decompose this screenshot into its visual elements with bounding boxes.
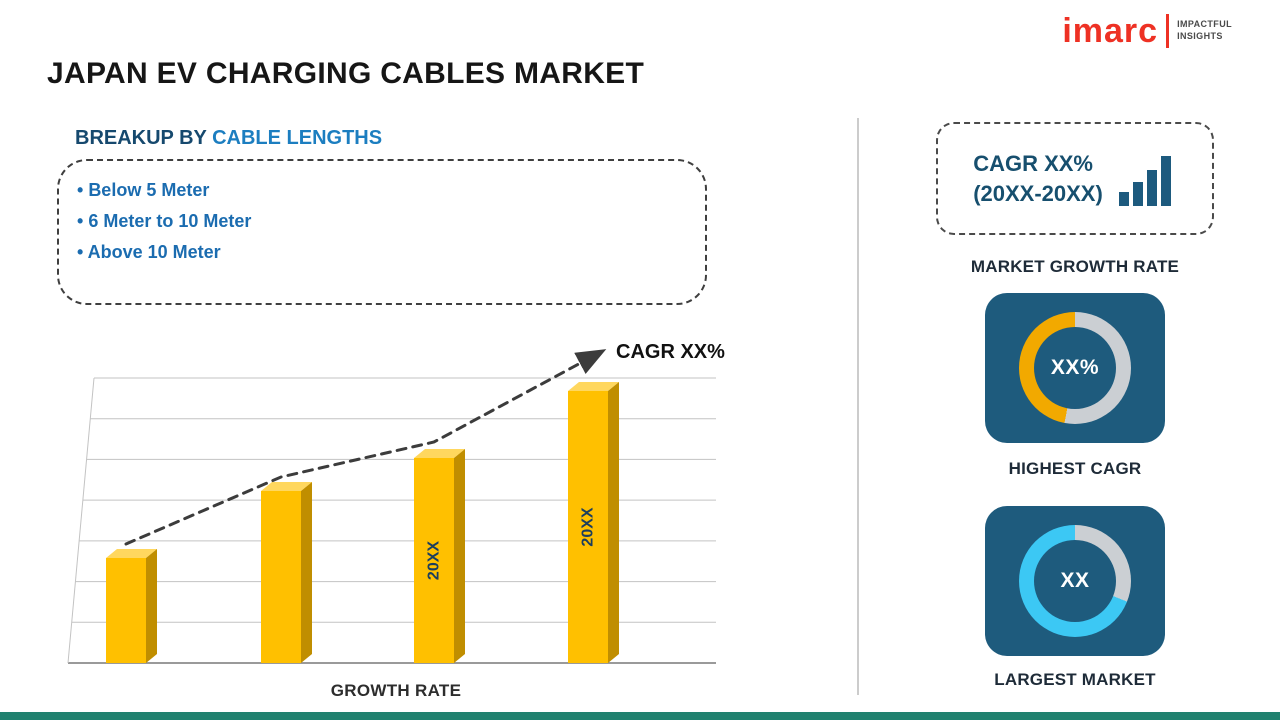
donut-hole xyxy=(1034,540,1116,622)
cagr-trend-label: CAGR XX% xyxy=(616,341,725,363)
highest-cagr-caption: HIGHEST CAGR xyxy=(1008,459,1142,478)
tagline-line1: IMPACTFUL xyxy=(1177,19,1232,30)
section-divider xyxy=(857,118,859,695)
donut-hole xyxy=(1034,327,1116,409)
highest-cagr-value: XX% xyxy=(1050,356,1100,379)
cable-lengths-box: Below 5 Meter 6 Meter to 10 Meter Above … xyxy=(57,159,707,305)
breakup-heading-highlight: CABLE LENGTHS xyxy=(212,127,383,149)
cagr-card-text: CAGR XX% (20XX-20XX) xyxy=(973,149,1103,208)
page-title: JAPAN EV CHARGING CABLES MARKET xyxy=(47,57,645,90)
list-item: Above 10 Meter xyxy=(77,237,705,268)
breakup-heading: BREAKUP BY CABLE LENGTHS xyxy=(75,127,382,150)
svg-text:20XX: 20XX xyxy=(426,541,443,580)
highest-cagr-donut-chart: XX% xyxy=(1019,312,1131,424)
chart-x-axis-label: GROWTH RATE xyxy=(330,681,462,700)
highest-cagr-panel: XX% xyxy=(985,293,1165,443)
imarc-logo-tagline: IMPACTFUL INSIGHTS xyxy=(1177,19,1232,42)
largest-market-value: XX xyxy=(1060,569,1090,592)
market-growth-rate-card: CAGR XX% (20XX-20XX) xyxy=(936,122,1214,235)
breakup-heading-prefix: BREAKUP BY xyxy=(75,127,213,149)
cagr-card-line1: CAGR XX% xyxy=(973,150,1093,176)
cagr-card-line2: (20XX-20XX) xyxy=(973,180,1103,206)
market-growth-rate-caption: MARKET GROWTH RATE xyxy=(970,257,1180,276)
bar-chart-icon xyxy=(1118,155,1171,206)
tagline-line2: INSIGHTS xyxy=(1177,31,1223,41)
largest-market-panel: XX xyxy=(985,506,1165,656)
largest-market-caption: LARGEST MARKET xyxy=(994,670,1156,689)
imarc-logo: imarc IMPACTFUL INSIGHTS xyxy=(1062,14,1232,48)
list-item: 6 Meter to 10 Meter xyxy=(77,206,705,237)
imarc-logo-text: imarc xyxy=(1062,12,1159,50)
svg-text:20XX: 20XX xyxy=(580,507,597,546)
cable-length-list: Below 5 Meter 6 Meter to 10 Meter Above … xyxy=(77,175,705,268)
footer-accent-bar xyxy=(0,712,1280,720)
list-item: Below 5 Meter xyxy=(77,175,705,206)
logo-divider-bar xyxy=(1166,14,1170,48)
growth-rate-bar-chart: 20XX 20XX xyxy=(67,349,716,664)
largest-market-donut-chart: XX xyxy=(1019,525,1131,637)
